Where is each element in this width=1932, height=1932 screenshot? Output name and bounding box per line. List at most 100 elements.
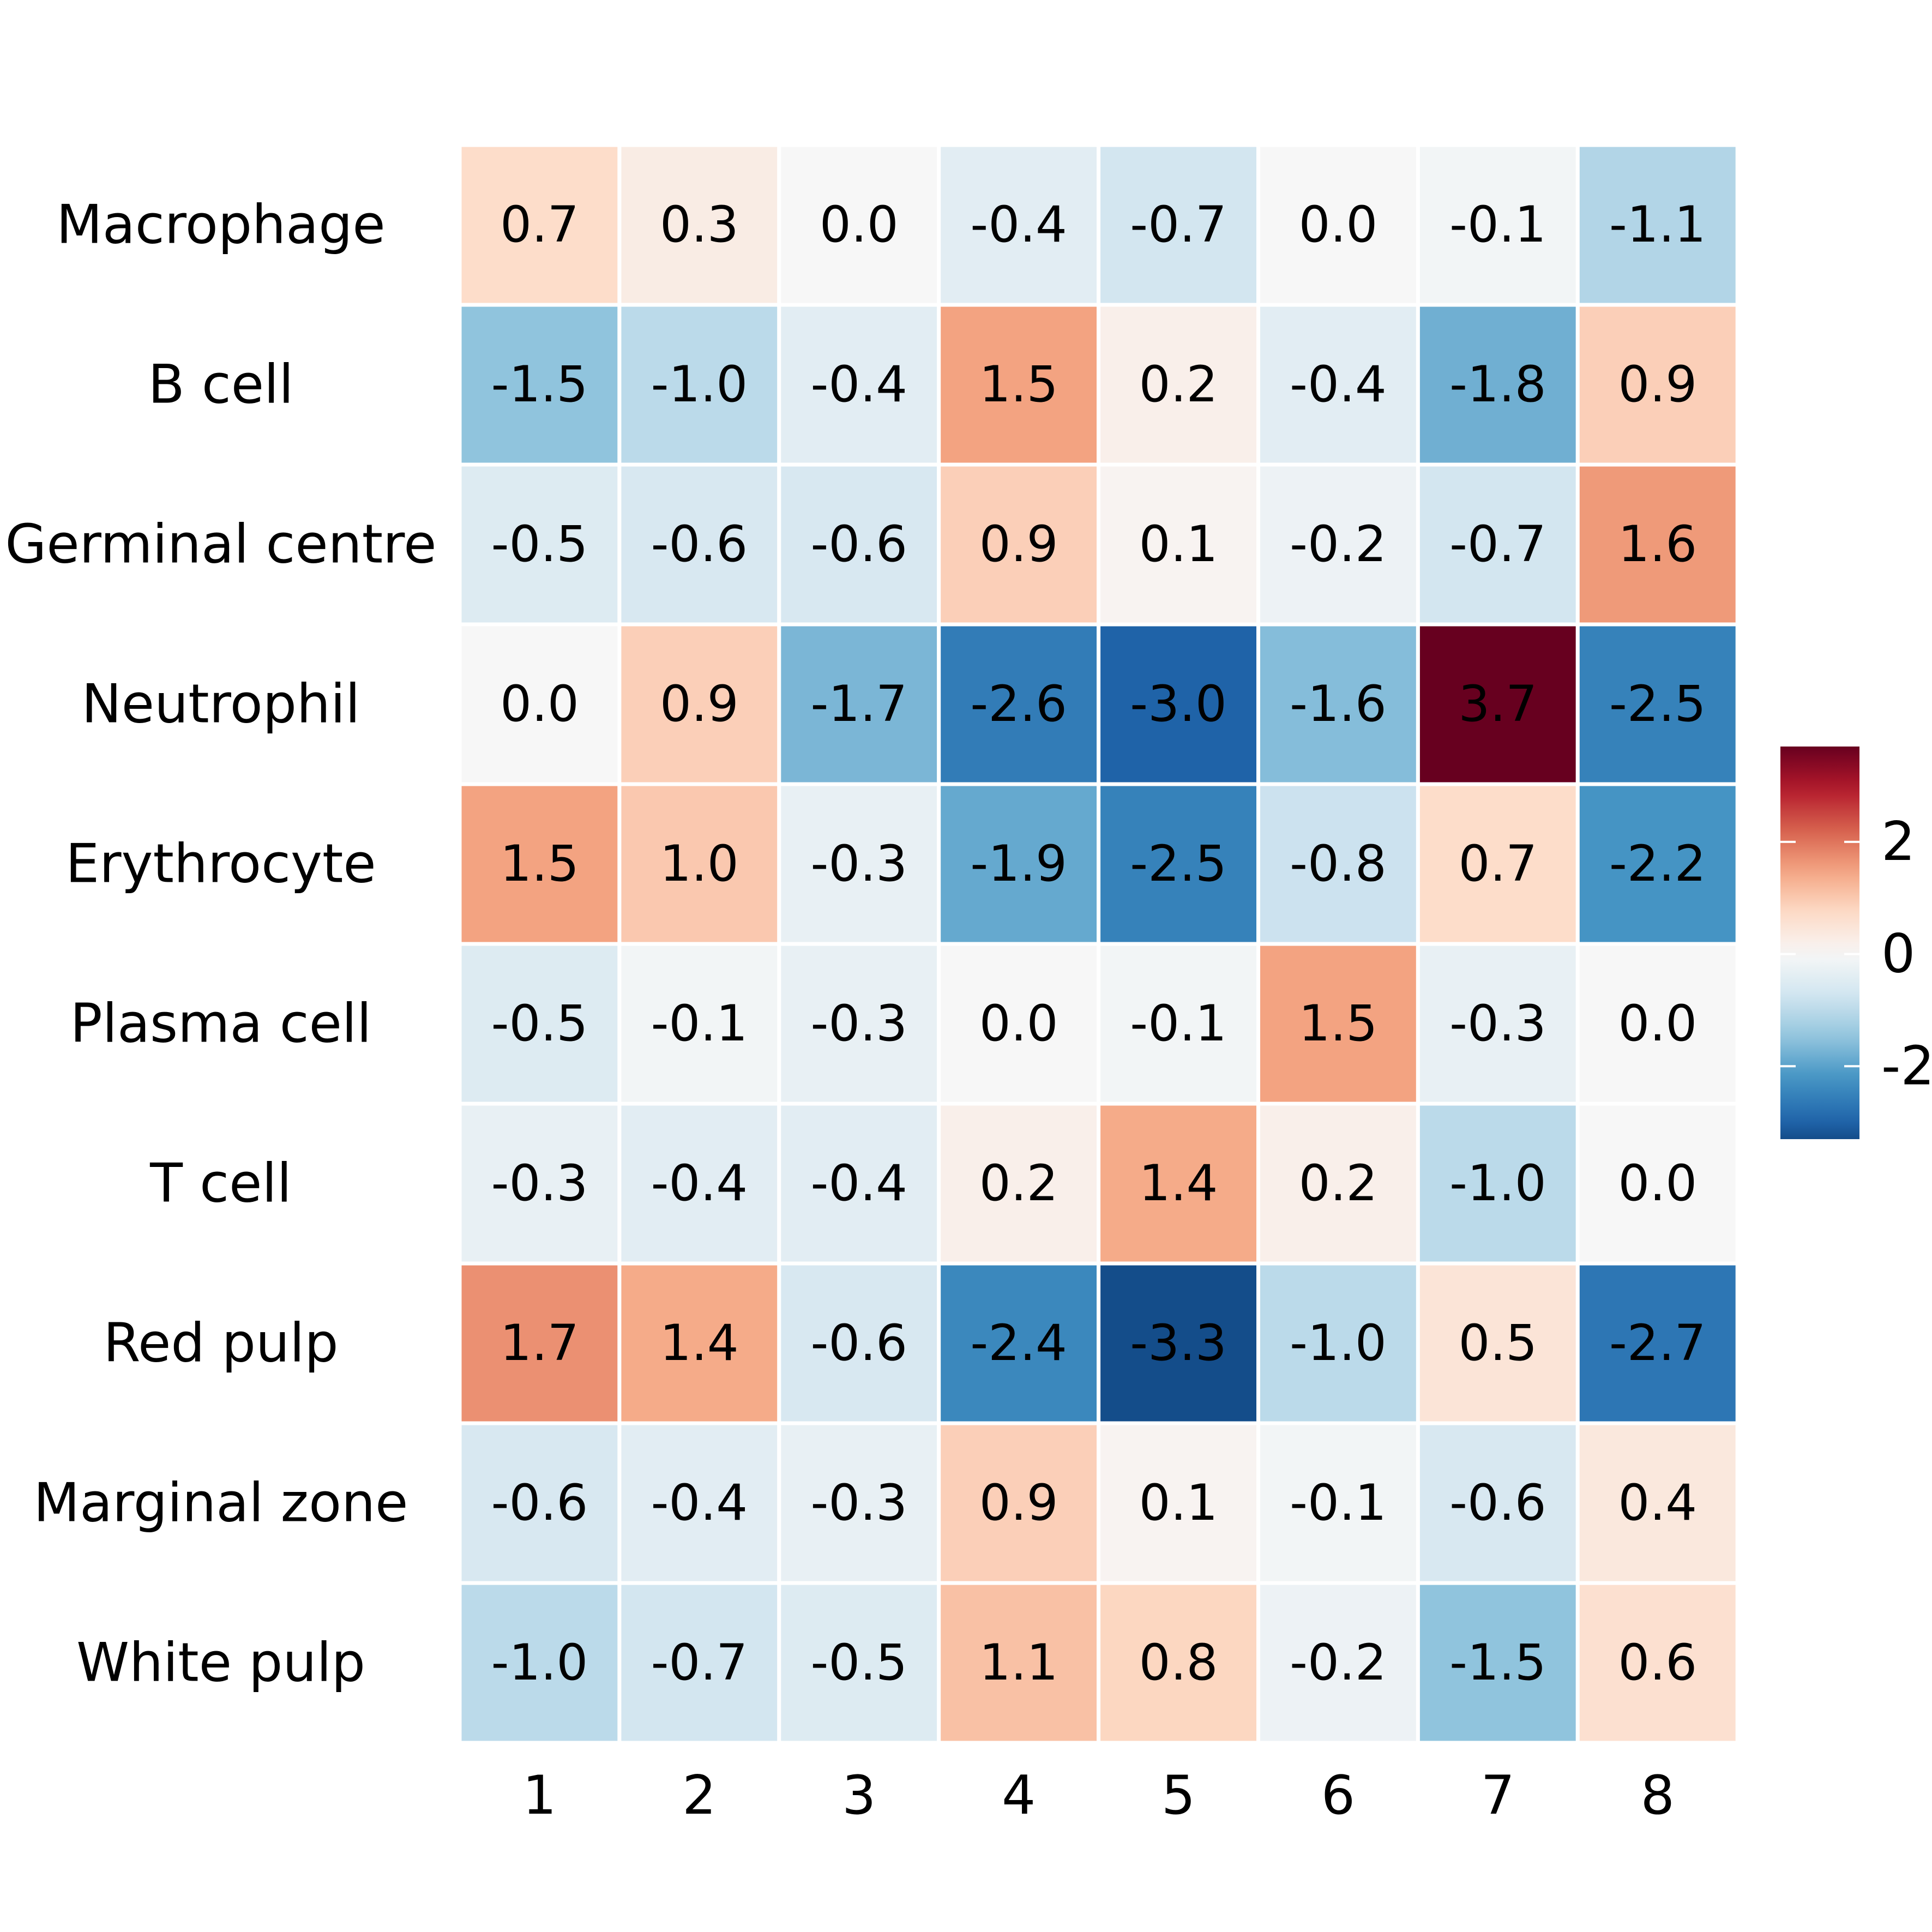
cell-value-label: -0.3: [1449, 995, 1546, 1052]
cell-value-label: 0.9: [979, 516, 1058, 573]
column-label: 1: [522, 1765, 556, 1827]
cell-value-label: -0.1: [651, 995, 748, 1052]
cell-value-label: 1.5: [979, 356, 1058, 413]
heatmap-cell: [1097, 942, 1260, 1106]
cell-value-label: -0.1: [1449, 196, 1546, 254]
heatmap-cells: 0.7 0.3 0.0 -0.4 -0.7 0.0 -0.1 -1.1 -1.5 -1.0 -0.4…: [458, 143, 1740, 1745]
row-label: Marginal zone: [34, 1472, 408, 1534]
cell-value-label: 0.0: [820, 196, 899, 254]
cell-value-label: -1.0: [1449, 1155, 1546, 1212]
colorbar-tick-label: 2: [1881, 811, 1915, 873]
heatmap-cell: [1416, 462, 1580, 627]
cell-value-label: -0.8: [1290, 835, 1387, 893]
cell-value-label: -2.4: [970, 1315, 1067, 1372]
cell-value-label: -0.7: [1130, 196, 1227, 254]
column-label: 6: [1321, 1765, 1355, 1827]
heatmap-cell: [617, 1102, 781, 1266]
cell-value-label: 0.0: [979, 995, 1058, 1052]
cell-value-label: -1.5: [491, 356, 588, 413]
heatmap-cell: [1256, 1421, 1420, 1585]
cell-value-label: 1.4: [660, 1315, 739, 1372]
cell-value-label: -0.3: [810, 835, 907, 893]
cell-value-label: -1.1: [1609, 196, 1706, 254]
row-label: B cell: [148, 354, 293, 416]
heatmap-cell: [1256, 143, 1420, 307]
heatmap-cell: [937, 1421, 1101, 1585]
cell-value-label: 0.0: [1618, 995, 1697, 1052]
heatmap-cell: [937, 782, 1101, 946]
cell-value-label: -1.0: [1290, 1315, 1387, 1372]
heatmap-cell: [1256, 303, 1420, 467]
heatmap-cell: [777, 622, 941, 786]
cell-value-label: 0.2: [1299, 1155, 1378, 1212]
cell-value-label: 0.2: [1139, 356, 1218, 413]
heatmap-cell: [617, 303, 781, 467]
cell-value-label: -1.8: [1449, 356, 1546, 413]
cell-value-label: -0.4: [651, 1474, 748, 1532]
cell-value-label: 1.0: [660, 835, 739, 893]
heatmap-cell: [458, 462, 622, 627]
column-labels: 1 2 3 4 5 6 7 8: [522, 1765, 1675, 1827]
cell-value-label: -0.3: [810, 1474, 907, 1532]
heatmap-cell: [1416, 1581, 1580, 1745]
heatmap-cell: [777, 1102, 941, 1266]
heatmap-cell: [1097, 782, 1260, 946]
heatmap-cell: [617, 462, 781, 627]
cell-value-label: 1.5: [1299, 995, 1378, 1052]
cell-value-label: 0.0: [1618, 1155, 1697, 1212]
heatmap-cell: [777, 462, 941, 627]
heatmap-cell: [1256, 1581, 1420, 1745]
colorbar: [1780, 747, 1859, 1139]
cell-value-label: -0.4: [970, 196, 1067, 254]
heatmap-cell: [1575, 143, 1740, 307]
cell-value-label: -0.1: [1290, 1474, 1387, 1532]
heatmap-cell: [617, 1421, 781, 1585]
heatmap-cell: [458, 143, 622, 307]
cell-value-label: -0.5: [810, 1634, 907, 1692]
colorbar-legend: 2 0 -2: [1780, 747, 1932, 1139]
cell-value-label: 0.7: [1458, 835, 1537, 893]
cell-value-label: -0.6: [810, 516, 907, 573]
heatmap-cell: [1256, 942, 1420, 1106]
heatmap-cell: [1575, 1581, 1740, 1745]
heatmap-cell: [777, 1581, 941, 1745]
heatmap-cell: [1097, 1261, 1260, 1425]
cell-value-label: -1.0: [491, 1634, 588, 1692]
cell-value-label: 1.1: [979, 1634, 1058, 1692]
cell-value-label: -0.3: [491, 1155, 588, 1212]
cell-value-label: 3.7: [1458, 676, 1537, 733]
row-label: Plasma cell: [70, 993, 372, 1055]
cell-value-label: 0.2: [979, 1155, 1058, 1212]
heatmap-cell: [1097, 1421, 1260, 1585]
heatmap-cell: [1097, 1102, 1260, 1266]
column-label: 2: [682, 1765, 716, 1827]
cell-value-label: 1.4: [1139, 1155, 1218, 1212]
row-label: T cell: [149, 1153, 292, 1215]
cell-value-label: 1.6: [1618, 516, 1697, 573]
cell-value-label: -0.5: [491, 995, 588, 1052]
heatmap-cell: [1575, 1102, 1740, 1266]
column-label: 8: [1641, 1765, 1675, 1827]
cell-value-label: 0.0: [1299, 196, 1378, 254]
row-label: Red pulp: [103, 1313, 338, 1375]
heatmap-cell: [937, 622, 1101, 786]
cell-value-label: 0.7: [500, 196, 579, 254]
heatmap-cell: [937, 303, 1101, 467]
row-label: Neutrophil: [81, 673, 360, 736]
cell-value-label: -2.2: [1609, 835, 1706, 893]
cell-value-label: 0.5: [1458, 1315, 1537, 1372]
colorbar-tick-label: -2: [1881, 1035, 1932, 1097]
colorbar-ticks: 2 0 -2: [1780, 811, 1932, 1097]
cell-value-label: 0.3: [660, 196, 739, 254]
heatmap-cell: [1256, 1102, 1420, 1266]
heatmap-cell: [1575, 942, 1740, 1106]
cell-value-label: -1.6: [1290, 676, 1387, 733]
cell-value-label: -0.4: [651, 1155, 748, 1212]
cell-value-label: -0.2: [1290, 1634, 1387, 1692]
cell-value-label: -3.0: [1130, 676, 1227, 733]
column-label: 3: [842, 1765, 876, 1827]
cell-value-label: 0.9: [660, 676, 739, 733]
cell-value-label: -1.5: [1449, 1634, 1546, 1692]
cell-value-label: -0.4: [810, 356, 907, 413]
